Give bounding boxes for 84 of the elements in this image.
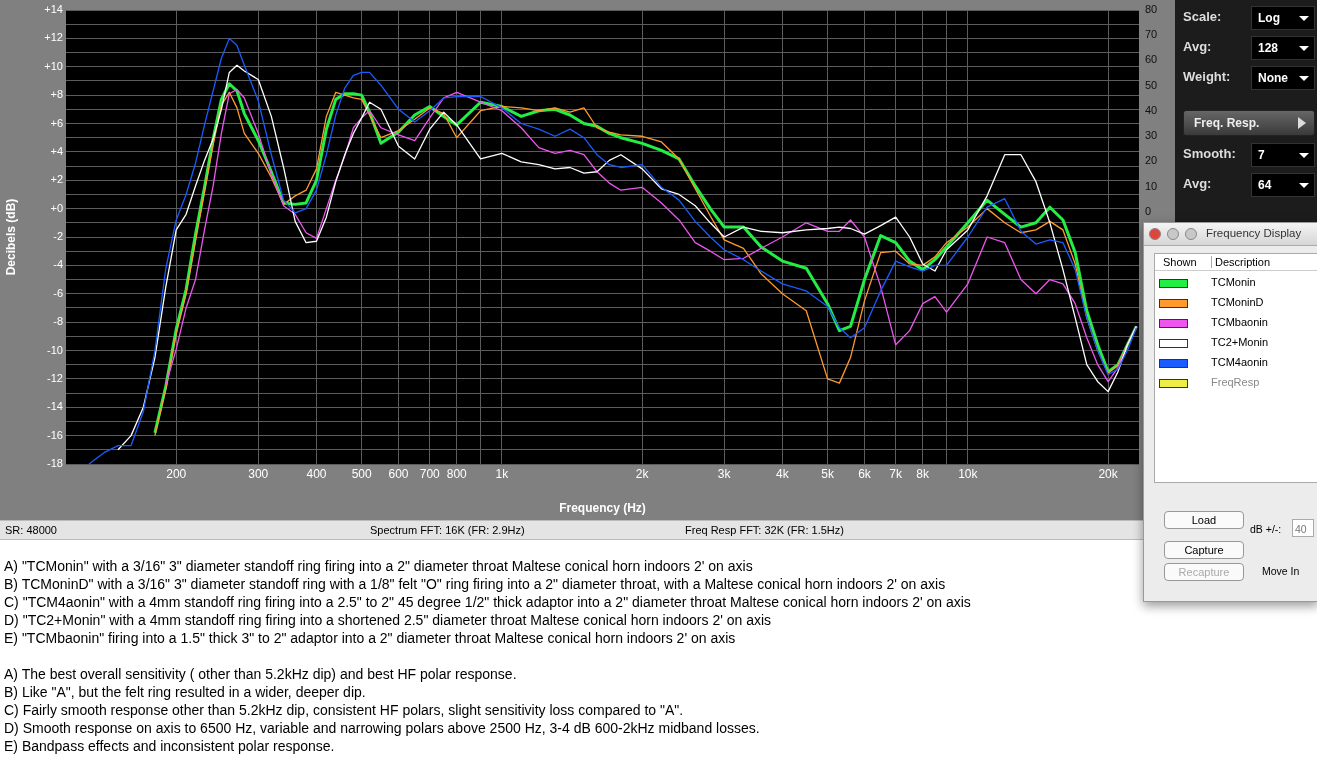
text: SR: 48000 bbox=[5, 524, 57, 536]
text: Avg: bbox=[1183, 39, 1212, 54]
y2-tick-label: 20 bbox=[1145, 154, 1158, 167]
y2-tick-label: 80 bbox=[1145, 3, 1158, 16]
text: Frequency Display bbox=[1206, 227, 1302, 239]
text: Weight: bbox=[1183, 69, 1231, 84]
text: C) "TCM4aonin" with a 4mm standoff ring firing into a 2.5" to 2" 45 degree 1/2" thick adaptor into a 2" diameter throat Maltese conical horn indoors 2' on axis bbox=[4, 593, 971, 611]
y-tick-label: -16 bbox=[47, 428, 63, 441]
text: 7 bbox=[1258, 148, 1265, 162]
legend-label: TCMoninD bbox=[1211, 296, 1264, 308]
y2-tick-label: 40 bbox=[1145, 103, 1158, 116]
text: Freq. Resp. bbox=[1194, 116, 1260, 130]
text: E) "TCMbaonin" firing into a 1.5" thick 3" to 2" adaptor into a 2" diameter throat Maltese conical horn indoors 2' on axis bbox=[4, 629, 737, 647]
x-tick-label: 600 bbox=[388, 466, 409, 481]
y-tick-label: -2 bbox=[53, 230, 63, 243]
text: dB +/-: bbox=[1250, 523, 1282, 535]
y-axis-title: Decibels (dB) bbox=[3, 198, 18, 276]
text: Shown bbox=[1163, 256, 1197, 268]
y2-tick-label: 0 bbox=[1145, 204, 1152, 217]
text: C) Fairly smooth response other than 5.2kHz dip, consistent HF polars, slight sensitivity loss compared to "A". bbox=[4, 701, 685, 719]
text: Load bbox=[1164, 511, 1244, 529]
y-tick-label: -8 bbox=[53, 315, 63, 328]
x-tick-label: 5k bbox=[821, 466, 835, 481]
x-tick-label: 20k bbox=[1098, 466, 1119, 481]
y-tick-label: +14 bbox=[44, 3, 63, 16]
x-tick-label: 4k bbox=[776, 466, 790, 481]
y2-tick-label: 70 bbox=[1145, 28, 1158, 41]
text: 64 bbox=[1258, 178, 1272, 192]
text: Move In bbox=[1262, 565, 1300, 577]
legend-label: FreqResp bbox=[1211, 376, 1260, 388]
y-tick-label: -18 bbox=[47, 457, 63, 470]
x-tick-label: 500 bbox=[351, 466, 372, 481]
text: Scale: bbox=[1183, 9, 1222, 24]
text: Avg: bbox=[1183, 176, 1212, 191]
x-tick-label: 1k bbox=[495, 466, 510, 481]
x-tick-label: 800 bbox=[446, 466, 468, 481]
y-tick-label: -4 bbox=[53, 258, 63, 271]
text: Smooth: bbox=[1183, 146, 1236, 161]
legend-label: TCMbaonin bbox=[1211, 316, 1268, 328]
x-axis-title: Frequency (Hz) bbox=[559, 501, 646, 516]
text: D) Smooth response on axis to 6500 Hz, variable and narrowing polars above 2500 Hz, 3-4 dB 600-2kHz midband losses. bbox=[4, 719, 761, 737]
text: 40 bbox=[1292, 519, 1314, 537]
y-tick-label: -12 bbox=[47, 371, 63, 384]
y-tick-label: -10 bbox=[47, 343, 63, 356]
x-tick-label: 8k bbox=[916, 466, 931, 481]
text: B) TCMoninD" with a 3/16" 3" diameter standoff ring with a 1/8" felt "O" ring firing into a 2" diameter throat, with a Maltese conical horn indoors 2' on axis bbox=[4, 575, 947, 593]
legend-label: TCMonin bbox=[1211, 276, 1256, 288]
text: Description bbox=[1211, 256, 1271, 268]
x-tick-label: 3k bbox=[717, 466, 732, 481]
text: A) The best overall sensitivity ( other than 5.2kHz dip) and best HF polar response. bbox=[4, 665, 518, 683]
legend-label: TCM4aonin bbox=[1211, 356, 1268, 368]
text: None bbox=[1258, 71, 1288, 85]
x-tick-label: 10k bbox=[958, 466, 979, 481]
x-tick-label: 700 bbox=[419, 466, 441, 481]
x-tick-label: 2k bbox=[635, 466, 650, 481]
y-tick-label: +8 bbox=[50, 88, 63, 101]
y-tick-label: +6 bbox=[50, 116, 63, 129]
y-tick-label: +10 bbox=[44, 59, 63, 72]
y-tick-label: +12 bbox=[44, 31, 63, 44]
y2-tick-label: 60 bbox=[1145, 53, 1158, 66]
text: D) "TC2+Monin" with a 4mm standoff ring firing into a shortened 2.5" diameter throat Maltese conical horn indoors 2' on axis bbox=[4, 611, 773, 629]
x-tick-label: 6k bbox=[858, 466, 872, 481]
y2-tick-label: 30 bbox=[1145, 129, 1158, 142]
y-tick-label: +0 bbox=[50, 201, 63, 214]
text: B) Like "A", but the felt ring resulted in a wider, deeper dip. bbox=[4, 683, 367, 701]
legend-label: TC2+Monin bbox=[1211, 336, 1269, 348]
text: Log bbox=[1258, 11, 1280, 25]
text: Capture bbox=[1164, 541, 1244, 559]
y-tick-label: -14 bbox=[47, 400, 63, 413]
text: Freq Resp FFT: 32K (FR: 1.5Hz) bbox=[685, 524, 844, 536]
y-tick-label: +4 bbox=[50, 144, 63, 157]
text: 128 bbox=[1258, 41, 1279, 55]
y-tick-label: -6 bbox=[53, 286, 63, 299]
text: E) Bandpass effects and inconsistent polar response. bbox=[4, 737, 336, 755]
x-tick-label: 200 bbox=[166, 466, 187, 481]
x-tick-label: 300 bbox=[248, 466, 269, 481]
y2-tick-label: 50 bbox=[1145, 78, 1158, 91]
y2-tick-label: 10 bbox=[1145, 179, 1158, 192]
text: Recapture bbox=[1164, 563, 1244, 581]
x-tick-label: 400 bbox=[306, 466, 327, 481]
text: Spectrum FFT: 16K (FR: 2.9Hz) bbox=[370, 524, 525, 536]
x-tick-label: 7k bbox=[889, 466, 903, 481]
y-tick-label: +2 bbox=[50, 173, 63, 186]
text: A) "TCMonin" with a 3/16" 3" diameter standoff ring firing into a 2" diameter throat Maltese conical horn indoors 2' on axis bbox=[4, 557, 754, 575]
